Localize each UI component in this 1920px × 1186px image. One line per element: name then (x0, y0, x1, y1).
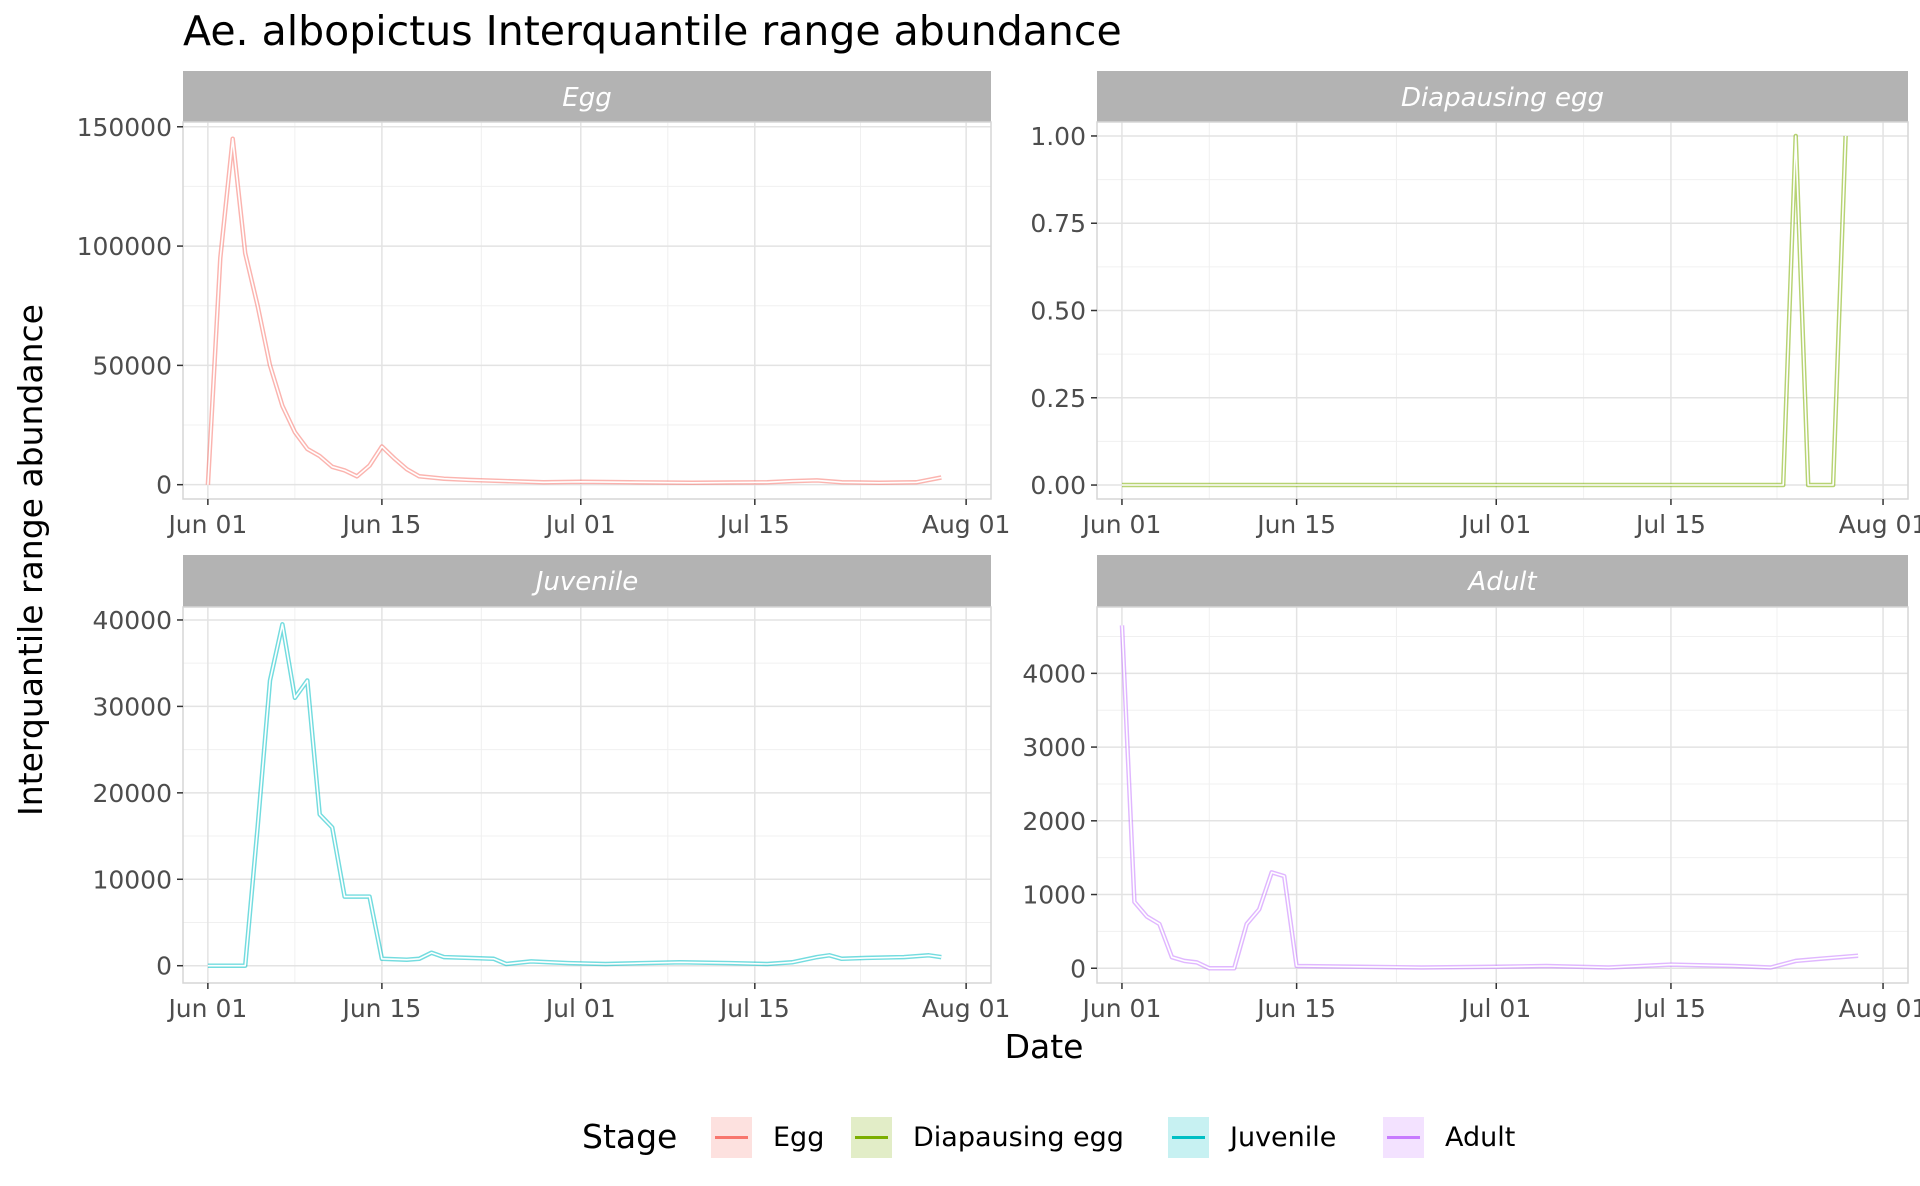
y-tick-label: 3000 (1022, 733, 1086, 762)
x-tick-label: Jun 01 (166, 994, 247, 1023)
strip-egg (183, 71, 991, 122)
x-tick-label: Jul 15 (1634, 994, 1706, 1023)
x-tick-label: Jun 15 (1255, 510, 1336, 539)
y-tick-label: 0 (156, 471, 172, 500)
x-tick-label: Jul 01 (1459, 510, 1531, 539)
series-line-adult (1119, 625, 1859, 971)
x-tick-label: Jul 01 (544, 994, 616, 1023)
x-tick-label: Jun 15 (1255, 994, 1336, 1023)
x-tick-label: Jul 15 (718, 510, 790, 539)
series-line-core-egg (207, 137, 942, 485)
series-line-core-juvenile (207, 623, 942, 967)
x-tick-label: Jul 15 (1634, 510, 1706, 539)
y-tick-label: 0 (156, 952, 172, 981)
y-axis-title: Interquantile range abundance (11, 304, 50, 816)
legend-label-juvenile: Juvenile (1228, 1122, 1336, 1153)
strip-label-juvenile: Juvenile (531, 567, 638, 597)
x-tick-label: Jul 01 (1459, 994, 1531, 1023)
strip-diapausing-egg (1097, 71, 1908, 122)
legend-label-diapausing-egg: Diapausing egg (913, 1122, 1124, 1153)
chart-title: Ae. albopictus Interquantile range abund… (183, 7, 1122, 55)
x-tick-label: Jun 01 (1081, 994, 1162, 1023)
series-line-egg (205, 136, 942, 486)
x-tick-label: Jun 15 (340, 510, 421, 539)
panel-diapausing-egg: Diapausing egg 0.00 0.25 0.50 0.75 1.00 Jun 01… (1030, 71, 1920, 539)
x-tick-label: Jul 15 (718, 994, 790, 1023)
y-tick-label: 1000 (1022, 881, 1086, 910)
y-tick-label: 150000 (77, 113, 172, 142)
y-tick-label: 100000 (77, 232, 172, 261)
legend-label-egg: Egg (773, 1122, 824, 1153)
y-tick-label: 2000 (1022, 807, 1086, 836)
y-tick-label: 20000 (92, 779, 172, 808)
strip-label-diapausing-egg: Diapausing egg (1401, 83, 1604, 113)
y-tick-label: 0.75 (1030, 209, 1086, 238)
strip-label-egg: Egg (562, 83, 611, 113)
x-tick-label: Jun 15 (340, 994, 421, 1023)
x-tick-label: Aug 01 (922, 510, 1011, 539)
x-tick-label: Jun 01 (166, 510, 247, 539)
x-tick-label: Aug 01 (1839, 510, 1920, 539)
series-line-core-diapausing-egg (1122, 135, 1847, 486)
y-tick-label: 0 (1070, 954, 1086, 983)
panel-border (182, 606, 992, 984)
x-tick-label: Aug 01 (1839, 994, 1920, 1023)
y-tick-label: 0.50 (1030, 297, 1086, 326)
y-tick-label: 1.00 (1030, 122, 1086, 151)
y-tick-label: 0.25 (1030, 384, 1086, 413)
legend-title: Stage (582, 1117, 677, 1156)
panel-juvenile: Juvenile 0 10000 20000 30000 40000 Jun 01 Jun 1… (92, 555, 1010, 1023)
x-tick-label: Jul 01 (544, 510, 616, 539)
y-tick-label: 0.00 (1030, 471, 1086, 500)
series-line-core-adult (1121, 625, 1859, 970)
x-axis-title: Date (1005, 1027, 1084, 1066)
y-tick-label: 40000 (92, 606, 172, 635)
y-tick-label: 10000 (92, 865, 172, 894)
x-tick-label: Aug 01 (922, 994, 1011, 1023)
y-tick-label: 50000 (92, 351, 172, 380)
panel-border (182, 121, 992, 500)
panel-adult: Adult 0 1000 2000 3000 4000 Jun 01 Jun 15 Jul 01… (1022, 555, 1920, 1023)
panel-egg: Egg 0 50000 100000 150000 Jun 01 Jun 15 Jul 01 J… (77, 71, 1011, 539)
panel-border (1096, 606, 1909, 984)
strip-adult (1097, 555, 1908, 607)
legend: Stage Egg Diapausing egg Juvenile Adult (582, 1117, 1515, 1158)
strip-juvenile (183, 555, 991, 607)
legend-label-adult: Adult (1445, 1122, 1515, 1153)
strip-label-adult: Adult (1466, 567, 1537, 597)
y-tick-label: 30000 (92, 692, 172, 721)
x-tick-label: Jun 01 (1081, 510, 1162, 539)
y-tick-label: 4000 (1022, 659, 1086, 688)
